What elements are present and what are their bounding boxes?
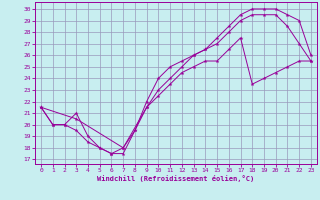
X-axis label: Windchill (Refroidissement éolien,°C): Windchill (Refroidissement éolien,°C) bbox=[97, 175, 255, 182]
